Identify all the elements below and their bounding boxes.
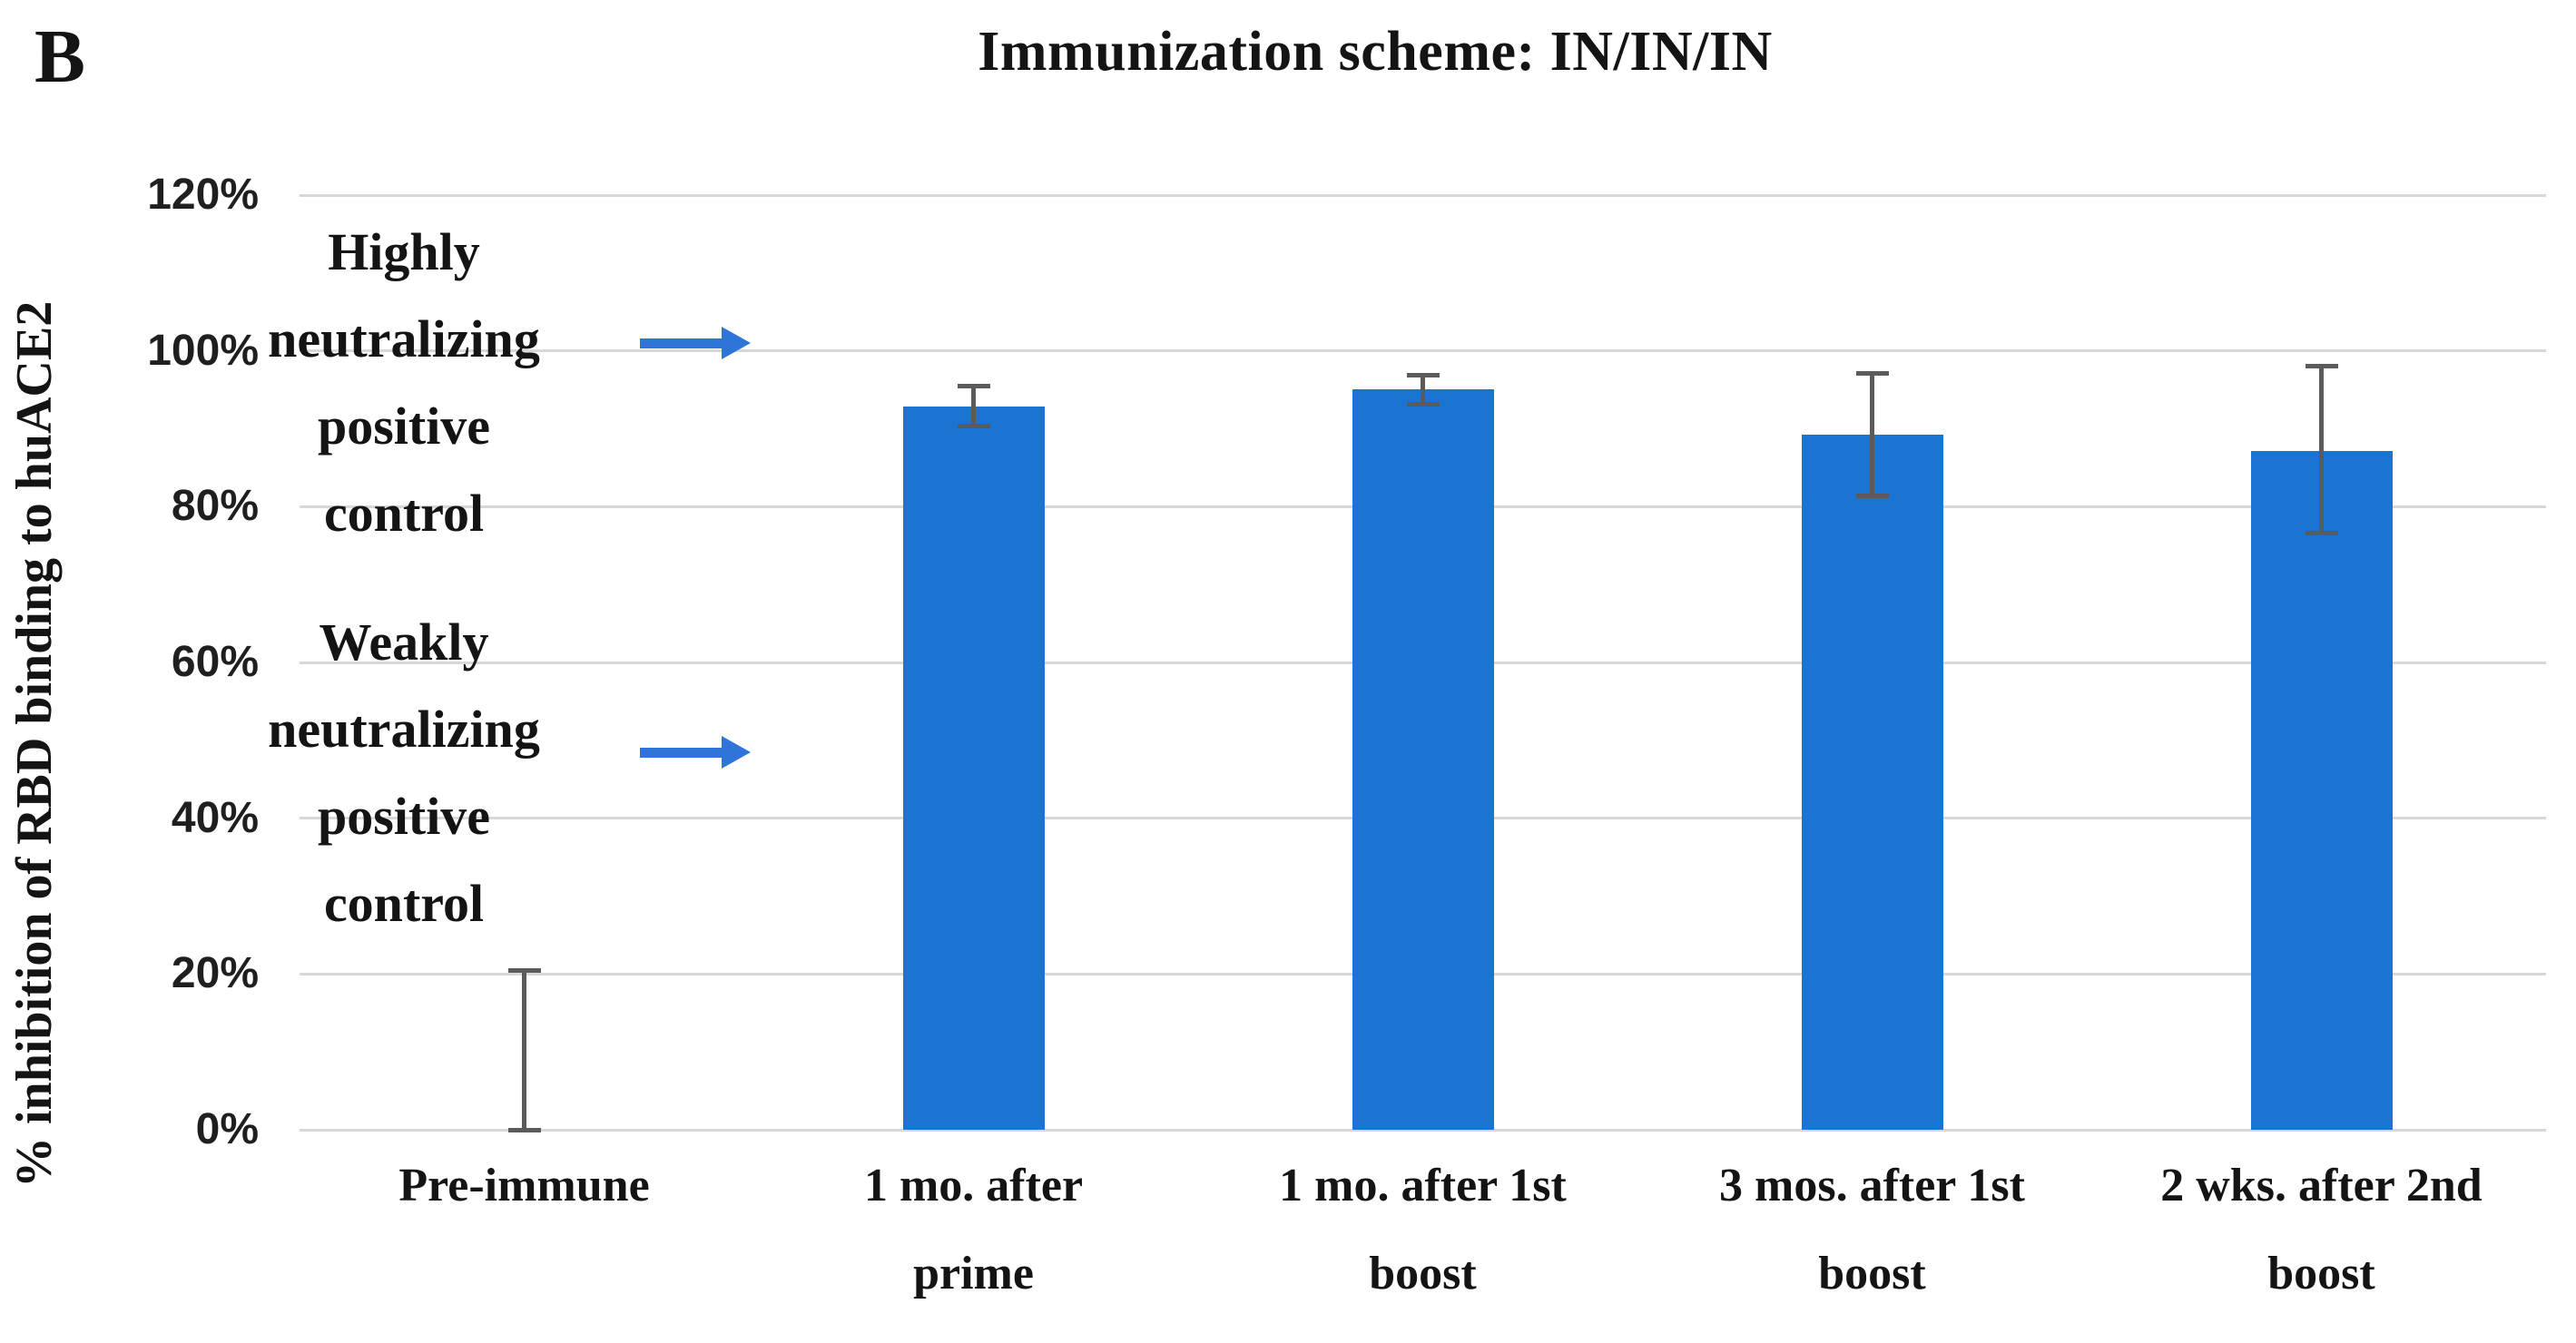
error-bar-cap xyxy=(957,383,990,388)
error-bar xyxy=(971,386,976,426)
y-tick-label: 0% xyxy=(195,1105,259,1153)
error-bar-cap xyxy=(1406,372,1440,377)
x-category-label: 1 mo. after prime xyxy=(863,1160,1084,1299)
error-bar-cap xyxy=(2305,531,2338,536)
bar xyxy=(2250,450,2393,1130)
arrow-head xyxy=(722,735,751,769)
plot-area xyxy=(300,193,2546,1132)
gridline xyxy=(300,193,2546,197)
error-bar-cap xyxy=(507,1127,541,1132)
highly-control-arrow-icon xyxy=(640,327,751,360)
chart-title: Immunization scheme: IN/IN/IN xyxy=(978,21,1773,83)
highly-neutralizing-control-annotation: Highly neutralizing positive control xyxy=(268,222,540,543)
gridline xyxy=(300,1128,2546,1132)
arrow-head xyxy=(722,327,751,360)
gridline xyxy=(300,349,2546,353)
error-bar-cap xyxy=(507,967,541,973)
y-tick-label: 40% xyxy=(171,793,259,842)
error-bar-cap xyxy=(957,424,990,429)
y-tick-label: 80% xyxy=(171,482,259,531)
x-category-label: Pre-immune xyxy=(398,1160,650,1211)
y-tick-label: 120% xyxy=(147,171,259,219)
error-bar-cap xyxy=(1406,402,1440,407)
y-tick-label: 60% xyxy=(171,638,259,686)
bar xyxy=(902,406,1045,1130)
panel-label: B xyxy=(34,15,86,99)
error-bar-cap xyxy=(2305,364,2338,369)
x-category-label: 2 wks. after 2nd boost xyxy=(2160,1160,2483,1299)
arrow-shaft xyxy=(640,338,723,349)
error-bar xyxy=(1421,375,1425,405)
x-category-label: 3 mos. after 1st boost xyxy=(1719,1160,2025,1299)
error-bar xyxy=(2319,366,2324,534)
weakly-neutralizing-control-annotation: Weakly neutralizing positive control xyxy=(268,613,540,933)
error-bar xyxy=(522,970,526,1130)
arrow-shaft xyxy=(640,747,723,758)
bar xyxy=(1352,388,1494,1130)
error-bar-cap xyxy=(1855,371,1889,377)
x-category-label: 1 mo. after 1st boost xyxy=(1279,1160,1567,1299)
bar xyxy=(1801,435,1943,1130)
y-tick-label: 100% xyxy=(147,326,259,375)
error-bar xyxy=(1870,373,1874,496)
error-bar-cap xyxy=(1855,493,1889,498)
weakly-control-arrow-icon xyxy=(640,735,751,769)
y-tick-label: 20% xyxy=(171,949,259,998)
